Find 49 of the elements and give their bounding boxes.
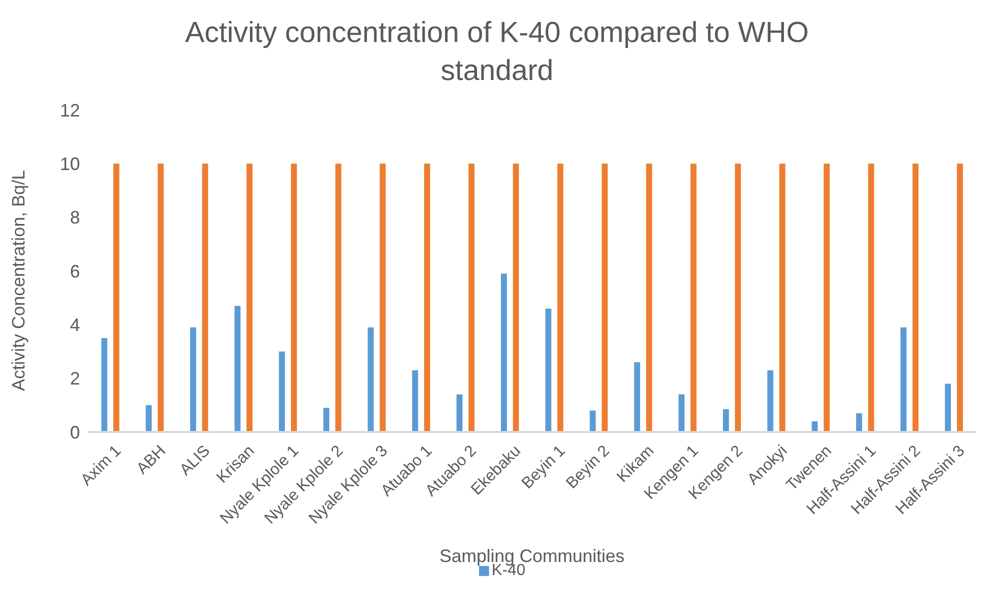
y-tick-label: 10 [60,154,80,174]
bar [234,306,241,432]
y-tick-label: 8 [70,208,80,228]
bar [500,274,507,432]
bar [335,164,342,432]
bar [456,394,463,432]
bar [368,327,374,432]
bar [722,409,729,432]
bar [290,164,297,432]
bar [734,164,741,432]
bar [190,327,196,432]
bar [424,164,430,432]
bar [146,405,152,432]
legend-label: K-40 [492,562,526,580]
y-tick-label: 4 [70,315,80,336]
y-tick-label: 6 [70,261,80,282]
bar [944,384,951,432]
bar [545,308,552,432]
y-axis-title: Activity Concentration, Bq/L [8,170,28,391]
bar [557,164,564,432]
chart-title: Activity concentration of K-40 compared to WHO standard [184,16,810,89]
bar [856,413,862,432]
bar [158,164,164,432]
bar [634,362,640,432]
bar [202,164,208,432]
bar [278,352,285,432]
bar [779,164,786,432]
bar [900,327,907,432]
bar [767,370,774,432]
bar [323,408,330,432]
bar [824,164,830,432]
bar [380,164,386,432]
bar [912,164,919,432]
bar [113,164,120,432]
bar [412,370,418,432]
bar [468,164,475,432]
bar [101,338,108,432]
bar [646,164,652,432]
y-tick-label: 12 [60,100,80,120]
y-tick-label: 0 [70,422,80,442]
bar [590,410,596,432]
bar [956,164,963,432]
bar [690,164,697,432]
bar [512,164,519,432]
y-tick-label: 2 [70,368,80,389]
bar [868,164,874,432]
bar [246,164,253,432]
bar [678,394,685,432]
bar [602,164,608,432]
